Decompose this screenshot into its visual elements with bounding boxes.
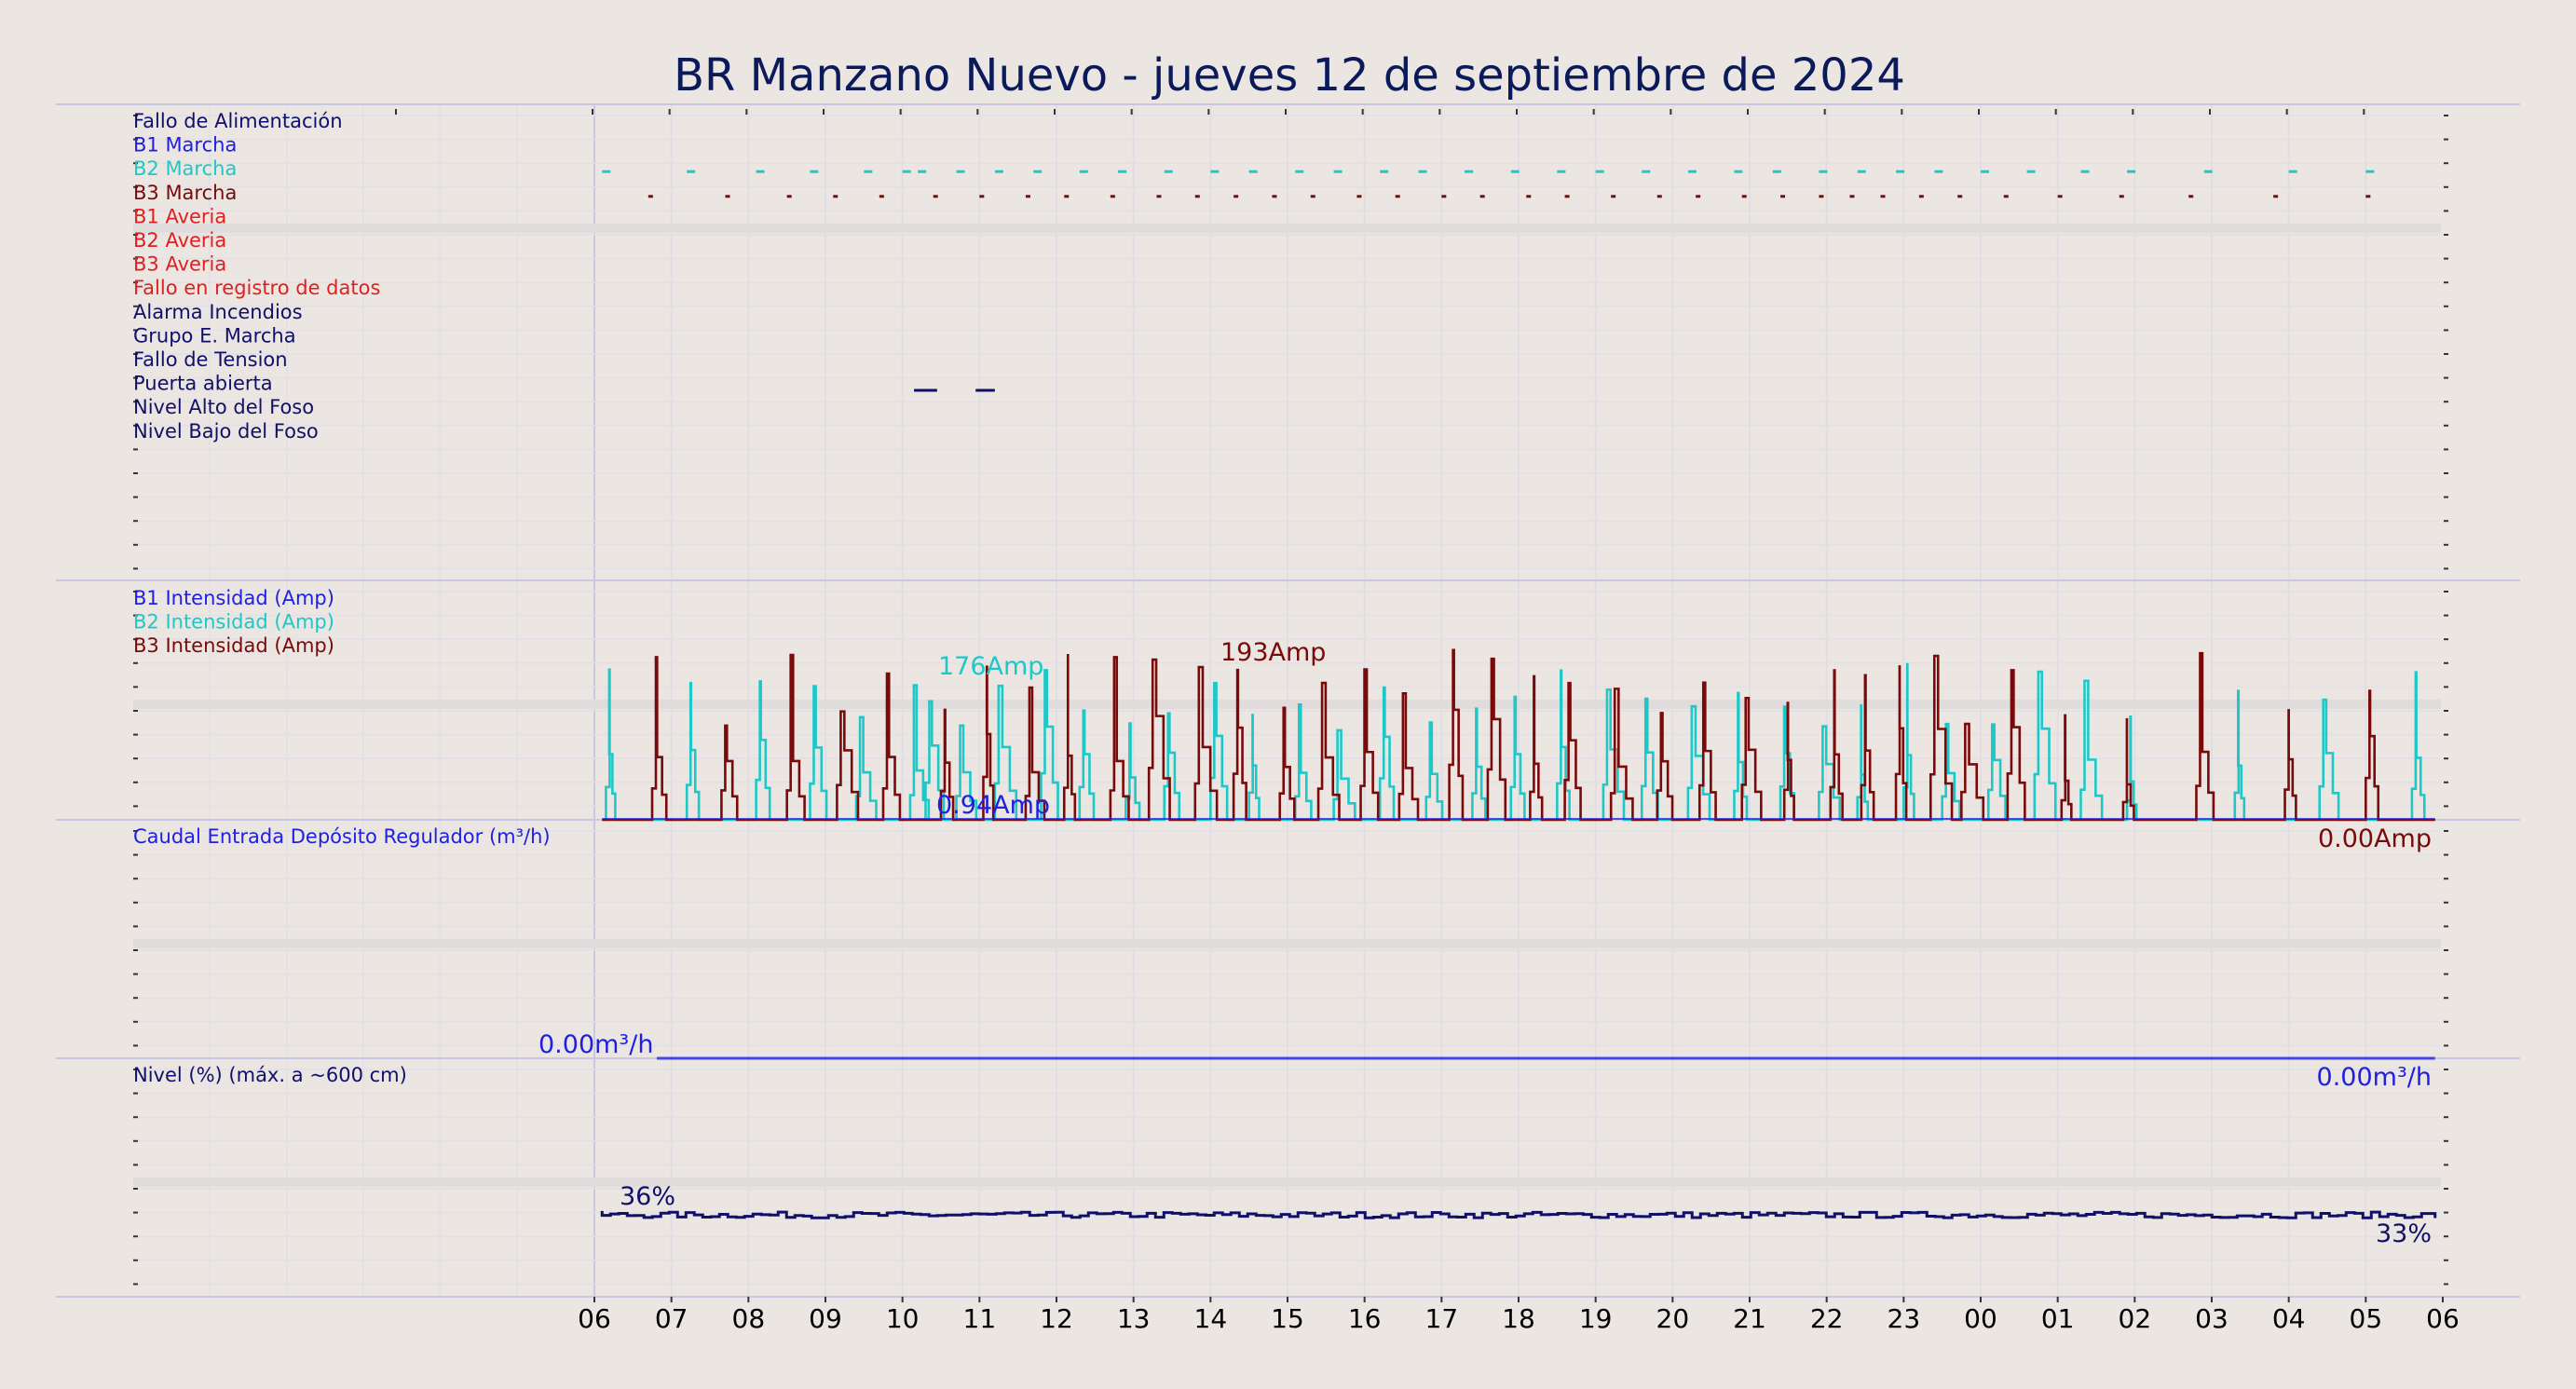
data-traces [600, 170, 2437, 1219]
x-tick-label: 13 [1117, 1303, 1151, 1334]
x-tick-label: 00 [1964, 1303, 1997, 1334]
nivel-series-label: Nivel (%) (máx. a ~600 cm) [133, 1064, 407, 1086]
signal-label: Puerta abierta [133, 373, 273, 395]
intensity-annotation: 193Amp [1220, 638, 1326, 667]
x-tick-label: 19 [1579, 1303, 1613, 1334]
signal-label: Fallo en registro de datos [133, 277, 380, 299]
signal-label: B3 Averia [133, 253, 226, 276]
signal-label: Nivel Alto del Foso [133, 396, 314, 418]
x-tick-label: 12 [1040, 1303, 1073, 1334]
nivel-line [600, 1210, 2437, 1219]
b2-intensity-line [602, 662, 2435, 822]
caudal-series-label: Caudal Entrada Depósito Regulador (m³/h) [133, 825, 551, 848]
grid-band [133, 939, 2441, 948]
x-tick-label: 01 [2041, 1303, 2075, 1334]
x-tick-label: 15 [1271, 1303, 1304, 1334]
grid-band [133, 1178, 2441, 1187]
signal-label: B1 Averia [133, 205, 226, 227]
intensity-annotation: 176Amp [938, 652, 1043, 681]
x-tick-label: 17 [1425, 1303, 1459, 1334]
caudal-annotation: 0.00m³/h [538, 1030, 653, 1059]
signal-label: Nivel Bajo del Foso [133, 420, 319, 443]
intensity-annotation: 0.00Amp [2318, 824, 2432, 853]
signal-label: B2 Marcha [133, 157, 237, 180]
x-axis-ticks: 06 07 08 09 10 11 12 13 14 15 16 17 18 19 20 21 22 23 00 01… [578, 1297, 2460, 1334]
x-tick-label: 06 [2426, 1303, 2460, 1334]
x-tick-label: 21 [1733, 1303, 1766, 1334]
signal-label: Fallo de Alimentación [133, 110, 343, 132]
x-tick-label: 18 [1502, 1303, 1535, 1334]
x-tick-label: 05 [2350, 1303, 2383, 1334]
b3-intensity-line [602, 648, 2435, 822]
signal-label: B3 Marcha [133, 182, 237, 204]
value-annotations: 176Amp 193Amp 0.94Amp 0.00Amp 0.00m³/h 0.00m³… [538, 638, 2432, 1248]
nivel-annotation: 36% [620, 1182, 675, 1211]
grid-band [133, 700, 2441, 709]
x-tick-label: 03 [2195, 1303, 2228, 1334]
x-tick-label: 11 [963, 1303, 997, 1334]
signal-label: Fallo de Tension [133, 348, 288, 371]
x-tick-label: 02 [2119, 1303, 2152, 1334]
signal-label: Grupo E. Marcha [133, 324, 296, 347]
intensity-series-label: B3 Intensidad (Amp) [133, 634, 334, 657]
nivel-annotation: 33% [2376, 1219, 2432, 1248]
x-tick-label: 09 [809, 1303, 842, 1334]
signal-label: B1 Marcha [133, 134, 237, 157]
caudal-annotation: 0.00m³/h [2317, 1063, 2432, 1092]
x-tick-label: 23 [1888, 1303, 1921, 1334]
signal-label: Alarma Incendios [133, 301, 303, 323]
x-tick-label: 14 [1194, 1303, 1228, 1334]
x-tick-label: 10 [886, 1303, 920, 1334]
x-tick-label: 04 [2272, 1303, 2306, 1334]
signal-label: B2 Averia [133, 229, 226, 252]
x-tick-label: 22 [1810, 1303, 1844, 1334]
x-tick-label: 07 [655, 1303, 688, 1334]
grid-band [133, 224, 2441, 233]
intensity-annotation: 0.94Amp [936, 791, 1050, 820]
x-tick-label: 06 [578, 1303, 611, 1334]
x-tick-label: 20 [1656, 1303, 1690, 1334]
x-tick-label: 08 [732, 1303, 766, 1334]
chart-title: BR Manzano Nuevo - jueves 12 de septiemb… [674, 49, 1905, 102]
intensity-series-label: B1 Intensidad (Amp) [133, 587, 334, 609]
intensity-series-label: B2 Intensidad (Amp) [133, 611, 334, 633]
grid-layer [133, 104, 2448, 1297]
x-tick-label: 16 [1348, 1303, 1382, 1334]
